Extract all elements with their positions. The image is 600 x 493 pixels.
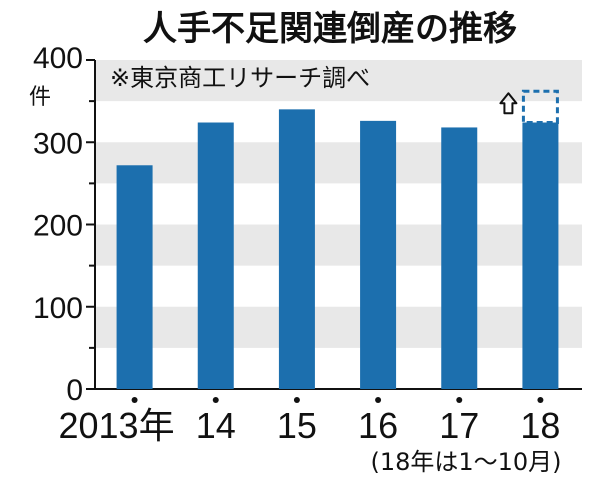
x-axis-tick-labels: 2013年 14 15 16 17 18 — [58, 405, 560, 446]
category-dots — [131, 397, 544, 403]
x-tick-label: 14 — [196, 405, 236, 446]
projection-dashed-box — [521, 89, 559, 125]
up-arrow-icon — [499, 92, 518, 115]
background-band — [95, 306, 582, 348]
source-note: ※東京商工リサーチ調べ — [110, 64, 370, 92]
background-band — [95, 224, 582, 266]
x-tick-label: 17 — [439, 405, 479, 446]
category-dot — [456, 397, 463, 403]
y-tick-label: 400 — [33, 42, 83, 75]
y-tick-label: 100 — [33, 292, 83, 325]
category-dot — [375, 397, 382, 403]
background-band — [95, 60, 582, 102]
category-dot — [131, 397, 138, 403]
x-tick-label: 16 — [358, 405, 398, 446]
y-axis-tick-labels: 0 100 200 300 400 — [33, 42, 83, 407]
bar-15 — [278, 109, 315, 389]
background-bands — [95, 60, 582, 348]
x-tick-label: 15 — [277, 405, 317, 446]
y-tick-label: 0 — [66, 374, 83, 407]
category-dot — [293, 397, 300, 403]
x-tick-label: 2013年 — [58, 405, 174, 446]
bar-17 — [441, 127, 478, 389]
period-footnote: (18年は1〜10月) — [370, 448, 561, 476]
bar-14 — [197, 122, 234, 389]
background-band — [95, 142, 582, 184]
y-axis-tick-marks — [86, 59, 95, 390]
bar-16 — [360, 120, 397, 390]
category-dot — [537, 397, 544, 403]
bar-18 — [522, 122, 559, 389]
x-tick-label: 18 — [520, 405, 560, 446]
chart-title: 人手不足関連倒産の推移 — [143, 9, 517, 49]
y-axis-unit-label: 件 — [29, 85, 51, 110]
y-tick-label: 200 — [33, 210, 83, 243]
bar-series — [116, 109, 559, 390]
category-dot — [212, 397, 219, 403]
y-tick-label: 300 — [33, 127, 83, 160]
bar-2013年 — [116, 165, 153, 389]
